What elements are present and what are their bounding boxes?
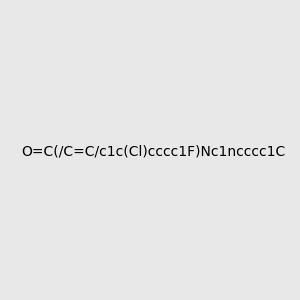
Text: O=C(/C=C/c1c(Cl)cccc1F)Nc1ncccc1C: O=C(/C=C/c1c(Cl)cccc1F)Nc1ncccc1C <box>22 145 286 158</box>
